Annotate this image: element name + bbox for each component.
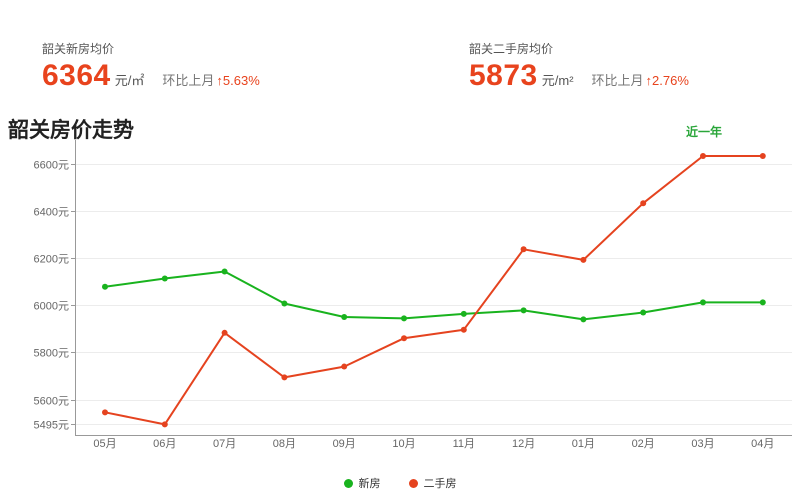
legend-second-label: 二手房 [423,478,457,490]
legend-item-second[interactable]: 二手房 [408,475,457,491]
data-point-new [700,299,706,306]
x-tick-label: 12月 [512,438,535,450]
data-point-second [102,409,108,416]
y-tick-label: 6000元 [34,301,69,313]
data-point-new [520,307,527,314]
new-house-price-value: 6364 [42,59,111,92]
series-line-second [104,155,763,426]
x-tick-label: 04月 [751,438,774,450]
second-hand-price-unit: 元/m² [541,73,574,88]
x-tick-label: 02月 [632,438,655,450]
y-tick-label: 5495元 [34,420,69,432]
data-point-new [281,300,288,307]
data-point-second [401,335,407,342]
x-tick-label: 10月 [392,438,415,450]
data-point-new [161,275,168,282]
data-point-new [102,283,108,290]
x-tick-label: 07月 [213,438,236,450]
x-tick-label: 06月 [153,438,176,450]
y-tick-label: 5600元 [34,396,69,408]
second-hand-price-label: 韶关二手房均价 [469,42,554,56]
data-point-second [520,246,527,253]
series-line-new [104,270,763,321]
legend-item-new[interactable]: 新房 [343,475,381,491]
x-tick-label: 11月 [453,438,475,450]
second-hand-change-value: ↑2.76% [645,73,689,88]
new-house-price-unit: 元/㎡ [114,73,145,88]
data-point-second [460,326,467,333]
second-hand-price-value: 5873 [469,59,538,92]
data-point-new [221,268,228,275]
data-point-new [401,315,407,322]
price-trend-chart: 6600元 6400元 6200元 6000元 5800元 5600元 5495元 05月 06… [34,140,792,450]
new-house-price-stat: 韶关新房均价 6364 元/㎡ 环比上月 ↑5.63% [42,40,260,93]
y-tick-label: 6600元 [34,160,69,172]
data-point-second [759,153,766,160]
second-hand-change-label: 环比上月 [591,73,644,88]
x-tick-label: 03月 [691,438,714,450]
legend-new-marker [343,478,353,488]
data-point-new [341,314,348,320]
data-point-second [281,374,288,381]
y-tick-label: 5800元 [34,348,69,360]
new-house-change-label: 环比上月 [162,73,215,88]
chart-title: 韶关房价走势 [8,119,134,142]
data-point-second [700,153,706,160]
new-house-change-value: ↑5.63% [216,73,260,88]
x-tick-label: 09月 [333,438,356,450]
chart-legend: 新房 二手房 [0,475,800,491]
data-point-second [221,329,228,336]
data-point-new [580,316,587,323]
data-point-second [640,200,647,207]
second-hand-price-stat: 韶关二手房均价 5873 元/m² 环比上月 ↑2.76% [469,40,689,93]
legend-new-label: 新房 [358,478,381,490]
y-tick-label: 6400元 [34,207,69,219]
new-house-price-label: 韶关新房均价 [42,42,115,56]
x-tick-label: 08月 [273,438,296,450]
y-tick-label: 6200元 [34,254,69,266]
x-tick-label: 01月 [572,438,595,450]
data-point-second [580,256,587,263]
data-point-second [341,363,348,370]
range-tab-one-year[interactable]: 近一年 [686,125,723,139]
data-point-new [759,299,766,306]
x-tick-label: 05月 [93,438,116,450]
data-point-new [640,309,647,316]
legend-second-marker [408,478,418,488]
data-point-new [460,310,467,317]
data-point-second [161,421,168,428]
